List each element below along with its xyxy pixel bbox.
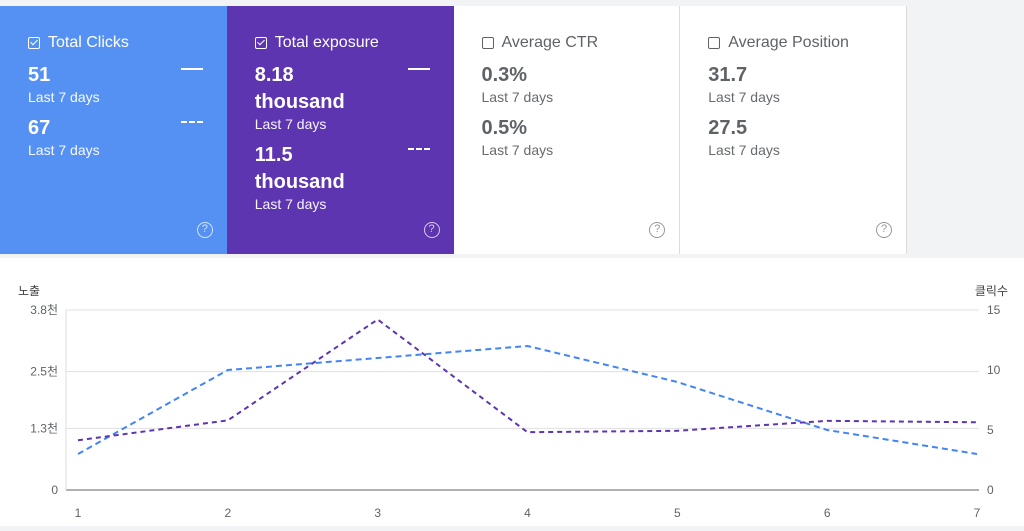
card-average-position[interactable]: Average Position 31.7 Last 7 days 27.5 L…	[680, 6, 907, 254]
dashed-line-icon	[181, 121, 203, 123]
chart-svg: 0 1.3천 2.5천 3.8천 0 5 10 15 1 2 3 4 5 6 7	[30, 302, 1001, 520]
left-tick-label: 3.8천	[30, 302, 58, 317]
card-title-label: Average CTR	[501, 34, 599, 51]
card-total-clicks[interactable]: Total Clicks 51 Last 7 days 67 Last 7 da…	[0, 6, 227, 254]
left-tick-label: 0	[51, 483, 58, 497]
right-tick-label: 0	[987, 483, 994, 497]
series-line-1	[77, 318, 978, 442]
help-icon[interactable]: ?	[196, 222, 213, 238]
metric-period: Last 7 days	[708, 142, 780, 158]
dashed-line-icon	[407, 148, 430, 150]
metric-value: 11.5 thousand	[254, 144, 345, 193]
x-tick-label: 2	[224, 506, 231, 520]
right-tick-label: 10	[987, 363, 1001, 377]
metric-value: 0.3%	[481, 64, 528, 86]
help-icon[interactable]: ?	[423, 222, 440, 238]
checkbox-icon[interactable]	[708, 37, 721, 49]
metric-period: Last 7 days	[254, 116, 327, 132]
metric-period: Last 7 days	[481, 89, 554, 105]
metric-period: Last 7 days	[481, 142, 554, 158]
metric-current: 0.3% Last 7 days	[482, 62, 657, 105]
x-tick-label: 6	[824, 506, 831, 520]
x-tick-label: 3	[374, 506, 381, 520]
metric-current: 8.18 thousand Last 7 days	[255, 62, 430, 132]
metric-period: Last 7 days	[708, 89, 780, 105]
x-tick-label: 1	[75, 506, 82, 520]
metric-period: Last 7 days	[28, 142, 100, 158]
card-title-label: Average Position	[728, 34, 849, 51]
metric-previous: 11.5 thousand Last 7 days	[255, 142, 430, 212]
card-title-label: Total Clicks	[48, 34, 129, 51]
right-tick-label: 5	[987, 423, 994, 437]
solid-line-icon	[407, 68, 430, 70]
checkbox-icon[interactable]	[481, 37, 494, 49]
metric-value: 31.7	[708, 64, 748, 86]
card-title: Total Clicks	[28, 34, 227, 52]
metric-cards: Total Clicks 51 Last 7 days 67 Last 7 da…	[0, 6, 907, 254]
help-icon[interactable]: ?	[649, 222, 666, 238]
x-tick-label: 7	[974, 506, 981, 520]
card-title: Total exposure	[254, 34, 454, 52]
metric-previous: 27.5 Last 7 days	[708, 115, 883, 158]
right-axis-label: 클릭수	[974, 284, 1008, 298]
metric-value: 51	[28, 64, 51, 86]
x-tick-label: 5	[674, 506, 681, 520]
checkbox-icon[interactable]	[28, 37, 40, 49]
left-tick-label: 2.5천	[30, 364, 58, 379]
checkbox-icon[interactable]	[254, 37, 267, 49]
metric-value: 67	[28, 117, 51, 139]
card-title: Average Position	[708, 34, 906, 52]
metric-value: 27.5	[708, 117, 748, 139]
help-icon[interactable]: ?	[876, 222, 892, 238]
metric-current: 31.7 Last 7 days	[708, 62, 883, 105]
card-title-label: Total exposure	[274, 34, 379, 51]
series-line-0	[77, 344, 978, 455]
left-tick-label: 1.3천	[30, 420, 58, 435]
right-tick-label: 15	[987, 303, 1001, 317]
metric-value: 0.5%	[481, 117, 528, 139]
card-title: Average CTR	[481, 34, 680, 52]
performance-chart: 노출 클릭수 0 1.3천 2.5천 3.8천 0 5 10 15 1 2 3 4 5 6 7	[0, 258, 1024, 526]
metric-previous: 0.5% Last 7 days	[482, 115, 657, 158]
card-total-exposure[interactable]: Total exposure 8.18 thousand Last 7 days…	[226, 6, 454, 254]
x-tick-label: 4	[524, 506, 531, 520]
card-average-ctr[interactable]: Average CTR 0.3% Last 7 days 0.5% Last 7…	[453, 6, 681, 254]
solid-line-icon	[181, 68, 203, 70]
metric-period: Last 7 days	[28, 89, 100, 105]
metric-current: 51 Last 7 days	[28, 62, 203, 105]
metric-value: 8.18 thousand	[254, 64, 345, 113]
metric-period: Last 7 days	[254, 196, 327, 212]
metric-previous: 67 Last 7 days	[28, 115, 203, 158]
left-axis-label: 노출	[18, 284, 41, 298]
